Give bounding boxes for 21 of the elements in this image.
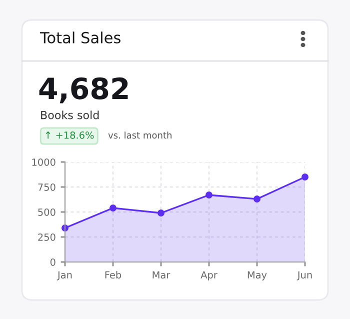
x-tick-label: Mar [152,271,170,279]
point [302,174,308,180]
text: vs. last month [108,132,172,139]
point [254,196,260,202]
point [158,210,164,216]
y-tick-label: 750 [38,183,56,191]
y-tick-label: 500 [38,208,56,216]
point [206,192,212,198]
x-tick-label: Apr [200,271,218,280]
x-tick-label: May [248,271,267,280]
x-tick-label: Jun [296,271,312,280]
x-tick-label: Jan [57,271,72,280]
y-tick-label: 0 [50,258,56,266]
text: ↑ +18.6% [46,131,94,139]
x-tick-label: Feb [105,271,122,279]
text: Books sold [41,110,99,120]
point [110,204,116,212]
chart-title: Total Sales [40,32,120,44]
text: 4,682 [39,77,128,104]
y-tick-label: 1000 [32,158,56,166]
y-tick-label: 250 [38,233,56,241]
